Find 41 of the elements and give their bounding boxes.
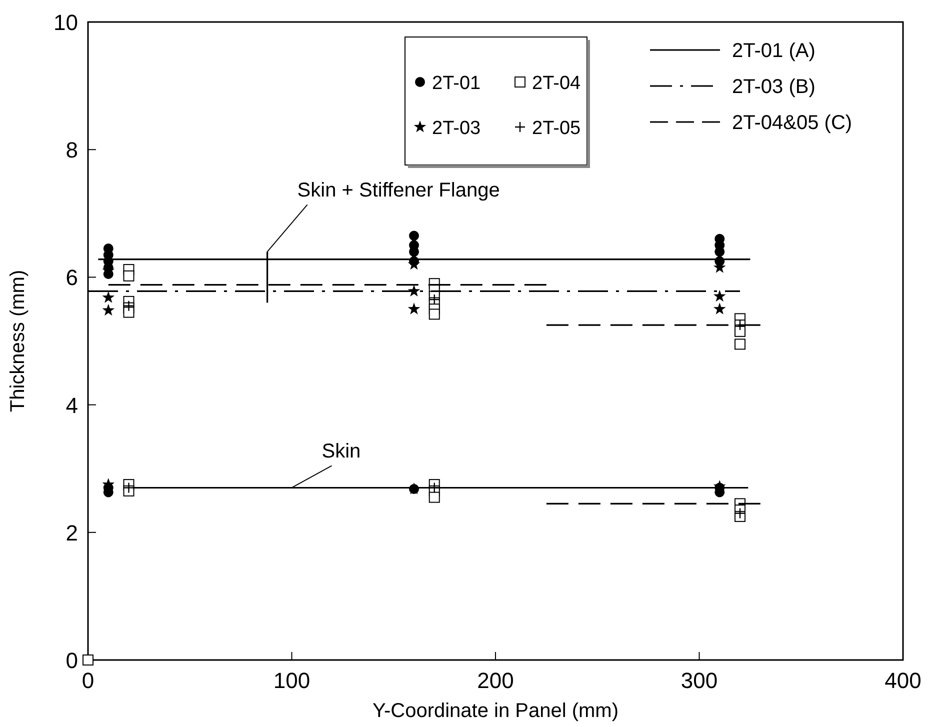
point — [408, 302, 420, 314]
legend-label: 2T-05 — [532, 118, 581, 139]
x-tick-label: 400 — [884, 668, 922, 693]
legend-label: 2T-03 (B) — [732, 76, 816, 98]
point — [428, 492, 440, 503]
legend-label: 2T-03 — [432, 118, 481, 139]
point — [123, 482, 134, 494]
y-axis-title: Thickness (mm) — [7, 270, 29, 412]
point — [428, 308, 440, 320]
point — [734, 508, 746, 519]
x-tick-label: 100 — [273, 668, 310, 693]
x-tick-label: 0 — [82, 668, 94, 693]
annotation: Skin — [322, 440, 361, 463]
legend-label: 2T-01 — [432, 73, 481, 94]
y-tick-label: 6 — [66, 265, 78, 290]
legend-label: 2T-04&05 (C) — [732, 112, 852, 134]
annotation: Skin + Stiffener Flange — [297, 180, 500, 202]
point — [409, 246, 419, 257]
legend-label: 2T-04 — [532, 73, 582, 94]
x-tick-label: 200 — [477, 668, 514, 693]
point — [102, 304, 115, 316]
point — [102, 291, 115, 303]
legend-label: 2T-01 (A) — [732, 40, 816, 62]
x-axis-title: Y-Coordinate in Panel (mm) — [372, 700, 619, 722]
point — [734, 338, 746, 350]
point — [734, 326, 746, 337]
x-tick-label: 300 — [680, 668, 718, 693]
point — [714, 246, 725, 257]
point — [713, 302, 726, 314]
point — [409, 230, 419, 241]
point — [82, 654, 94, 666]
point — [408, 284, 420, 296]
point — [123, 306, 134, 318]
y-tick-label: 10 — [54, 10, 78, 35]
y-tick-label: 0 — [66, 648, 78, 673]
point — [428, 294, 440, 306]
y-tick-label: 2 — [66, 520, 78, 546]
y-tick-label: 8 — [66, 138, 78, 163]
point — [713, 290, 726, 302]
y-tick-label: 4 — [66, 392, 78, 418]
point — [123, 270, 134, 282]
